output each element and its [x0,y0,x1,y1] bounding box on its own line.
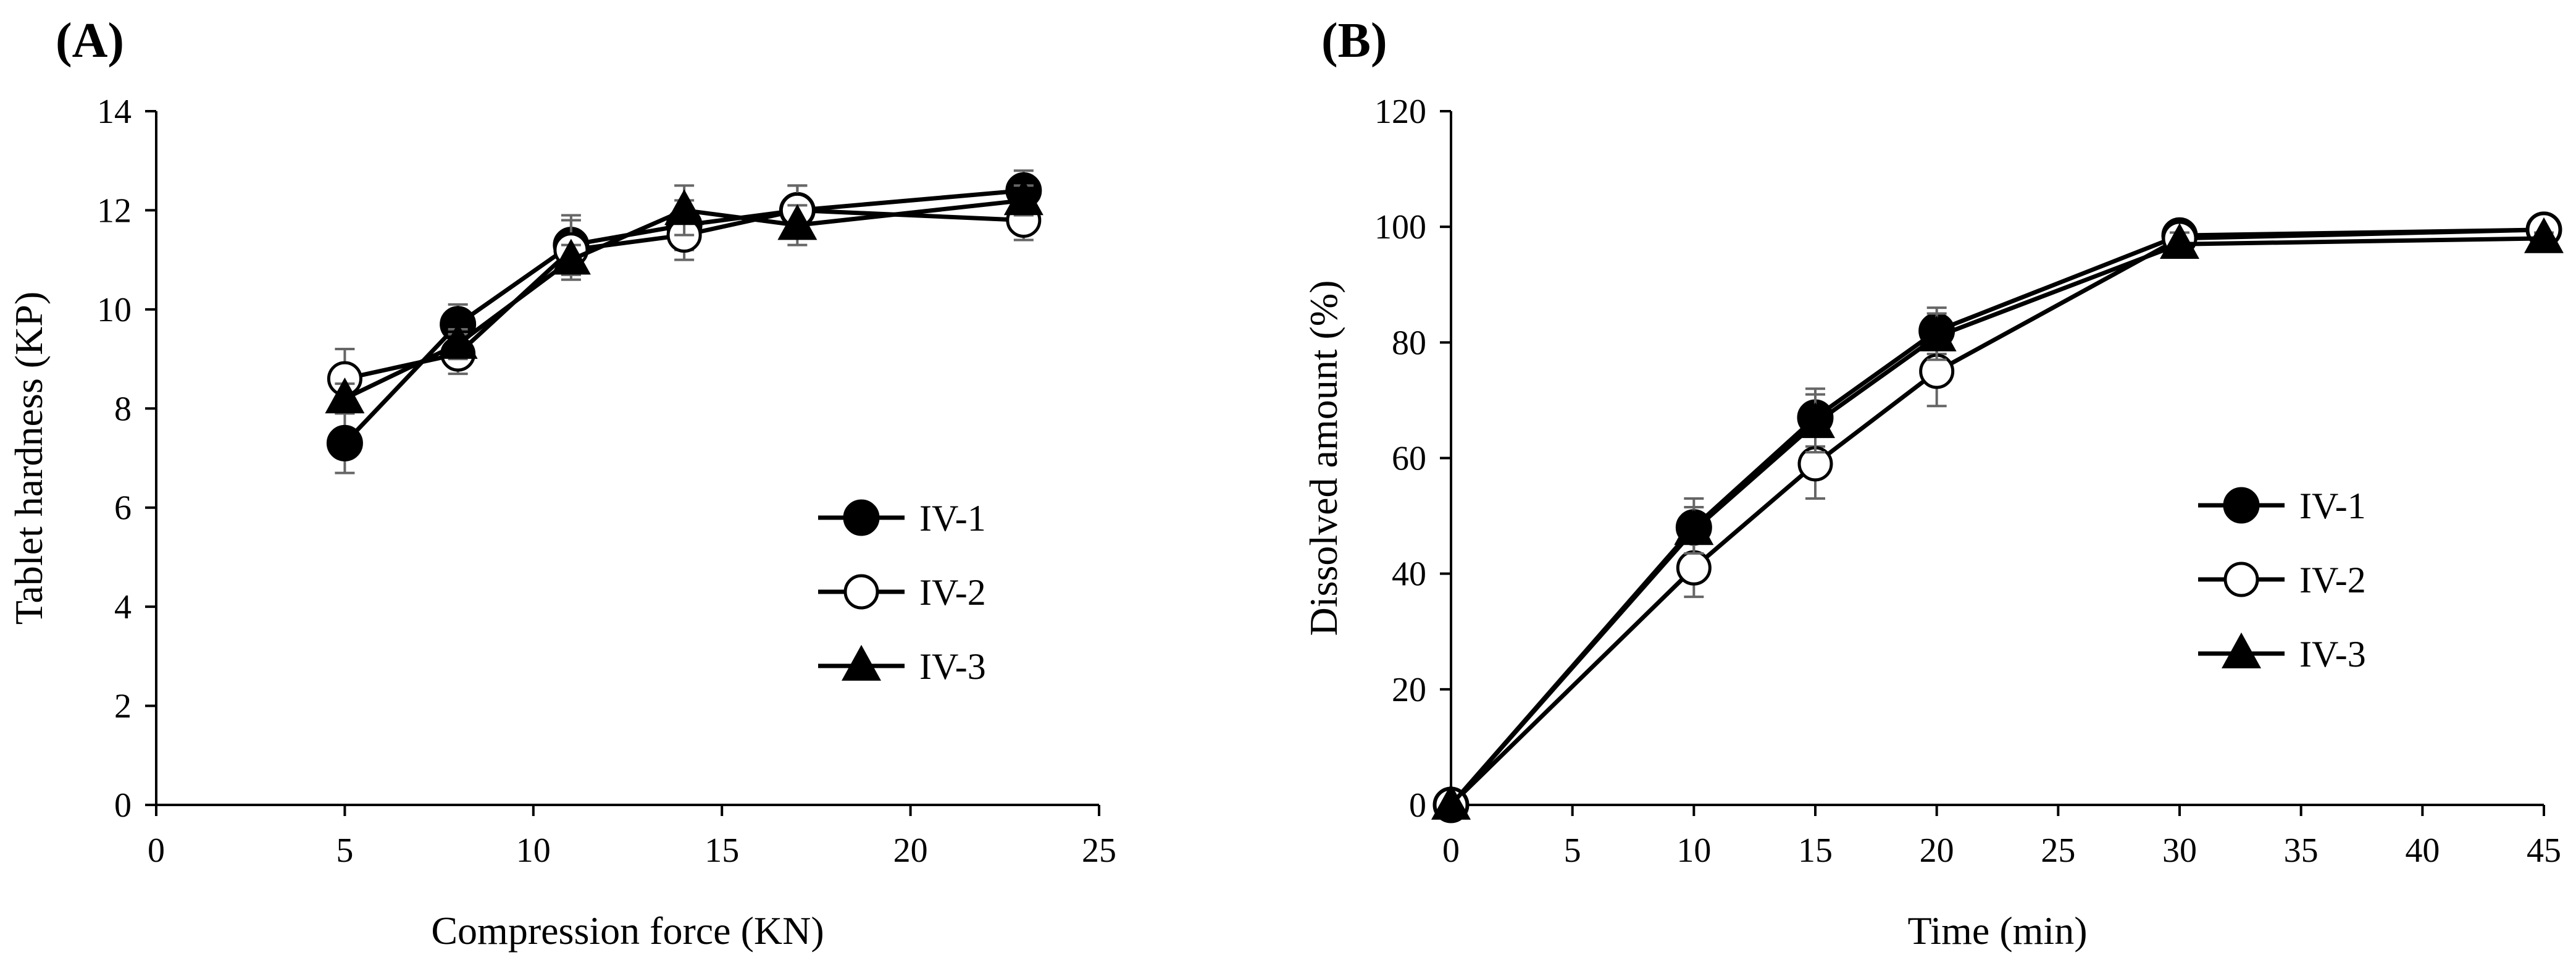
y-tick-label: 80 [1392,324,1426,362]
x-tick-label: 0 [1442,831,1460,870]
y-tick-label: 10 [97,291,132,329]
y-tick-label: 120 [1374,93,1426,131]
series-line [1449,227,2545,807]
x-tick-label: 10 [1676,831,1711,870]
panel-b-chart: (B) 0 20 40 60 80 100 120 0 5 10 15 20 25 30 35 40 45 Time… [1302,14,2564,953]
panel-label: (A) [56,14,124,68]
y-tick-label: 0 [114,786,132,825]
legend-marker [2223,562,2259,597]
x-tick-label: 45 [2527,831,2561,870]
x-tick-label: 15 [705,831,739,870]
x-axis-title: Compression force (KN) [431,909,824,953]
y-tick-label: 2 [114,688,132,726]
legend-label: IV-1 [2299,486,2366,526]
panel-label: (B) [1321,14,1387,68]
data-point [438,322,478,359]
y-tick-label: 14 [97,93,132,131]
data-point [2160,223,2199,259]
y-tick-label: 60 [1392,440,1426,478]
legend-marker [842,644,881,681]
x-tick-label: 0 [148,831,165,870]
data-point [777,204,818,240]
legend-marker [843,574,879,610]
data-point [326,424,363,461]
data-point [1674,509,1714,545]
series-iv-3 [325,179,1043,415]
x-tick-label: 20 [893,831,928,870]
x-tick-label: 15 [1798,831,1833,870]
data-point [325,377,365,414]
y-tick-label: 0 [1409,786,1426,825]
y-tick-label: 4 [114,588,132,626]
data-point [1917,315,1957,351]
panel-a-chart: (A) 0 2 4 6 8 10 12 14 0 5 10 15 20 25 Compression forc… [7,14,1116,953]
data-point [551,238,591,275]
x-tick-label: 10 [516,831,551,870]
legend: IV-1 IV-2 IV-3 [818,498,986,687]
series-line [343,198,1024,401]
x-tick-label: 25 [2041,831,2075,870]
x-tick-label: 5 [336,831,353,870]
x-axis-title: Time (min) [1908,909,2088,953]
y-tick-label: 12 [97,191,132,230]
data-point [1003,179,1043,216]
y-tick-label: 8 [114,390,132,428]
y-axis-title: Dissolved amount (%) [1302,280,1345,636]
legend-label: IV-1 [919,498,986,539]
data-point [1431,783,1471,820]
legend: IV-1 IV-2 IV-3 [2198,486,2366,675]
y-tick-label: 40 [1392,555,1426,594]
data-point [1676,550,1712,586]
y-tick-label: 100 [1374,208,1426,246]
y-axis-title: Tablet hardness (KP) [7,292,51,625]
data-point [664,189,705,225]
y-tick-label: 20 [1392,671,1426,709]
series-line [1449,227,2545,807]
legend-label: IV-2 [919,572,986,613]
legend-marker [843,499,880,536]
x-tick-label: 25 [1082,831,1116,870]
legend-marker [2222,632,2261,668]
series-line [1449,236,2545,807]
data-point [2524,217,2564,253]
series-iv-3 [1431,217,2564,820]
x-tick-label: 30 [2162,831,2197,870]
data-point [1796,402,1835,439]
x-tick-label: 20 [1920,831,1954,870]
x-tick-label: 40 [2405,831,2440,870]
legend-label: IV-2 [2299,560,2366,600]
series-iv-1 [1432,211,2562,823]
legend-marker [2223,487,2260,524]
y-tick-label: 6 [114,489,132,528]
legend-label: IV-3 [2299,634,2366,675]
x-tick-label: 35 [2284,831,2319,870]
x-tick-label: 5 [1564,831,1581,870]
legend-label: IV-3 [919,646,986,687]
